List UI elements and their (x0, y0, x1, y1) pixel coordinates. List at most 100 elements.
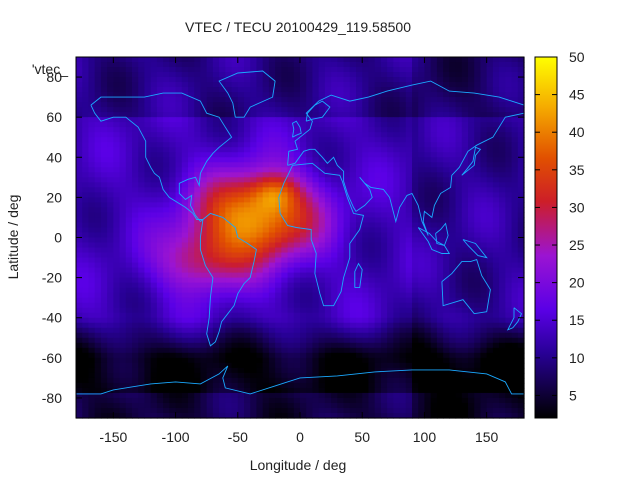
heatmap-cell (82, 112, 90, 118)
heatmap-cell (76, 382, 83, 389)
heatmap-cell (150, 347, 158, 354)
heatmap-cell (418, 342, 426, 349)
heatmap-cell (181, 282, 189, 289)
heatmap-cell (293, 247, 301, 254)
heatmap-cell (293, 197, 301, 203)
heatmap-cell (88, 262, 96, 269)
heatmap-cell (511, 332, 519, 339)
heatmap-cell (250, 377, 258, 384)
heatmap-cell (94, 322, 102, 329)
heatmap-cell (125, 182, 133, 188)
heatmap-cell (368, 372, 376, 379)
heatmap-cell (443, 352, 450, 359)
heatmap-cell (237, 172, 245, 178)
heatmap-cell (188, 157, 195, 163)
heatmap-cell (517, 382, 525, 389)
heatmap-cell (119, 252, 127, 259)
heatmap-cell (486, 217, 494, 224)
heatmap-cell (380, 332, 388, 339)
heatmap-cell (337, 357, 345, 364)
heatmap-cell (275, 232, 282, 239)
heatmap-cell (368, 267, 376, 274)
heatmap-cell (499, 352, 506, 359)
heatmap-cell (175, 377, 183, 384)
heatmap-cell (443, 257, 450, 264)
heatmap-cell (499, 397, 506, 404)
heatmap-cell (511, 212, 519, 219)
heatmap-cell (188, 367, 195, 374)
heatmap-cell (268, 267, 276, 274)
heatmap-cell (194, 272, 202, 279)
heatmap-cell (517, 217, 525, 224)
heatmap-cell (100, 212, 108, 219)
heatmap-cell (486, 57, 494, 63)
heatmap-cell (387, 202, 394, 209)
heatmap-cell (169, 222, 177, 229)
heatmap-cell (468, 97, 475, 103)
heatmap-cell (312, 372, 320, 379)
heatmap-cell (212, 152, 220, 158)
heatmap-cell (287, 362, 295, 369)
heatmap-cell (312, 272, 320, 279)
heatmap-cell (144, 247, 152, 254)
heatmap-cell (399, 322, 407, 329)
heatmap-cell (132, 127, 139, 133)
heatmap-cell (399, 217, 407, 224)
heatmap-cell (306, 332, 314, 339)
heatmap-cell (212, 382, 220, 389)
heatmap-cell (237, 107, 245, 113)
heatmap-cell (206, 327, 214, 334)
heatmap-cell (393, 177, 401, 183)
heatmap-cell (300, 72, 307, 78)
heatmap-cell (393, 387, 401, 394)
heatmap-cell (306, 77, 314, 83)
heatmap-cell (517, 187, 525, 193)
heatmap-cell (256, 87, 264, 93)
heatmap-cell (181, 302, 189, 309)
heatmap-cell (343, 397, 351, 404)
heatmap-cell (219, 252, 226, 259)
heatmap-cell (480, 172, 488, 178)
heatmap-cell (175, 67, 183, 73)
heatmap-cell (324, 292, 332, 299)
heatmap-cell (436, 207, 444, 214)
heatmap-cell (337, 242, 345, 249)
heatmap-cell (262, 217, 270, 224)
heatmap-cell (113, 272, 121, 279)
heatmap-cell (169, 197, 177, 203)
heatmap-cell (156, 402, 164, 409)
heatmap-cell (349, 357, 357, 364)
heatmap-cell (100, 127, 108, 133)
heatmap-cell (88, 252, 96, 259)
heatmap-cell (368, 337, 376, 344)
heatmap-cell (244, 347, 251, 354)
heatmap-cell (275, 102, 282, 108)
heatmap-cell (175, 207, 183, 214)
heatmap-cell (138, 97, 146, 103)
heatmap-cell (362, 327, 370, 334)
heatmap-cell (349, 77, 357, 83)
heatmap-cell (262, 267, 270, 274)
heatmap-cell (144, 217, 152, 224)
heatmap-cell (461, 147, 469, 153)
heatmap-cell (331, 362, 338, 369)
heatmap-cell (412, 147, 419, 153)
heatmap-cell (163, 347, 170, 354)
heatmap-cell (94, 157, 102, 163)
heatmap-cell (94, 267, 102, 274)
heatmap-cell (219, 292, 226, 299)
heatmap-cell (188, 362, 195, 369)
heatmap-cell (424, 87, 432, 93)
heatmap-cell (337, 387, 345, 394)
heatmap-cell (150, 222, 158, 229)
heatmap-cell (436, 307, 444, 314)
heatmap-cell (511, 177, 519, 183)
heatmap-cell (219, 297, 226, 304)
heatmap-cell (206, 62, 214, 68)
heatmap-cell (125, 247, 133, 254)
heatmap-cell (169, 377, 177, 384)
heatmap-cell (511, 282, 519, 289)
heatmap-cell (412, 107, 419, 113)
heatmap-cell (449, 117, 457, 123)
heatmap-cell (163, 252, 170, 259)
